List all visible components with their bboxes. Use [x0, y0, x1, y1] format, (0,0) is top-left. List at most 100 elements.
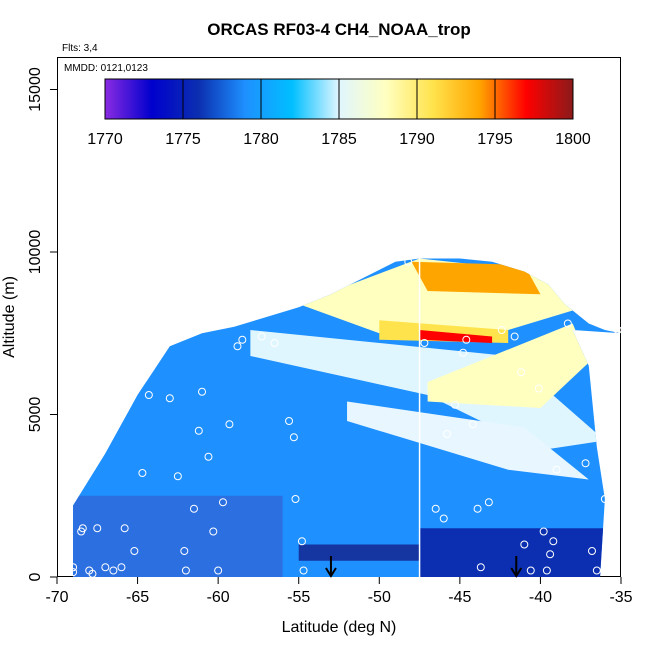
y-tick-label: 5000	[27, 397, 44, 433]
sample-point	[510, 332, 519, 341]
colorbar-tick-label: 1795	[477, 131, 513, 148]
x-tick-label: -50	[368, 589, 391, 606]
sample-point	[181, 566, 190, 575]
sample-point	[291, 495, 300, 503]
sample-point	[600, 495, 609, 503]
sample-point	[549, 537, 558, 546]
x-tick-label: -55	[287, 589, 310, 606]
sample-point	[552, 465, 561, 474]
sample-point	[117, 563, 126, 572]
x-axis: -70 -65 -60 -55 -50 -45 -40 -35	[45, 577, 633, 606]
sample-point	[265, 303, 274, 312]
sample-point	[218, 498, 227, 507]
sample-point	[257, 332, 266, 341]
sample-point	[285, 417, 294, 425]
sample-point	[542, 566, 551, 575]
sample-point	[468, 420, 477, 429]
sample-point	[462, 335, 471, 344]
sample-point	[120, 524, 129, 533]
sample-point	[520, 540, 529, 549]
colorbar-dividers	[182, 79, 496, 119]
heatmap-cell	[411, 261, 541, 295]
y-axis: 0 5000 10000 15000	[27, 67, 57, 581]
sample-point	[270, 339, 279, 347]
sample-point	[439, 514, 448, 523]
sample-point	[165, 394, 174, 403]
sample-point	[88, 569, 97, 578]
sample-point	[497, 326, 506, 334]
heatmap-cell	[419, 330, 493, 343]
sample-point	[189, 504, 198, 513]
y-tick-label: 0	[27, 572, 44, 581]
y-axis-label: Altitude (m)	[1, 276, 18, 358]
sample-point	[299, 566, 308, 575]
x-tick-label: -60	[207, 589, 230, 606]
down-arrow-head-icon	[325, 567, 337, 578]
x-tick-label: -45	[448, 589, 471, 606]
sample-point	[613, 326, 622, 334]
sample-point	[204, 452, 213, 461]
sample-point	[198, 387, 207, 396]
sample-point	[484, 498, 493, 507]
sample-point	[539, 527, 548, 536]
colorbar-tick-label: 1785	[321, 131, 357, 148]
sample-point	[214, 566, 223, 575]
sample-point	[78, 524, 87, 533]
heatmap-cell	[298, 544, 420, 561]
sample-point	[173, 472, 182, 481]
sample-point	[451, 400, 460, 409]
sample-point	[144, 391, 153, 399]
sample-point	[459, 348, 468, 357]
sample-point	[476, 563, 485, 572]
colorbar-frame	[104, 78, 574, 120]
sample-point	[297, 537, 306, 546]
x-tick-label: -40	[529, 589, 552, 606]
sample-point	[225, 420, 234, 429]
heatmap-cell	[427, 323, 589, 408]
colorbar-tick-label: 1775	[165, 131, 201, 148]
sample-point	[93, 524, 102, 533]
sample-point	[526, 566, 535, 575]
x-tick-label: -65	[126, 589, 149, 606]
colorbar-tick-label: 1790	[399, 131, 435, 148]
sample-points	[69, 257, 622, 578]
colorbar-tick-label: 1770	[87, 131, 123, 148]
sample-point	[138, 469, 147, 477]
sample-point	[130, 547, 139, 555]
sample-point	[592, 566, 601, 575]
colorbar-tick-label: 1800	[555, 131, 591, 148]
flights-label: Flts: 3,4	[62, 43, 98, 54]
down-arrow-head-icon	[510, 567, 523, 578]
sample-point	[69, 563, 78, 572]
x-tick-label: -35	[609, 589, 632, 606]
chart-title: ORCAS RF03-4 CH4_NOAA_trop	[207, 20, 471, 39]
sample-point	[587, 547, 596, 555]
heatmap-cell	[347, 401, 589, 480]
colorbar-tick-labels: 1770 1775 1780 1785 1790 1795 1800	[87, 131, 591, 148]
sample-point	[194, 426, 203, 435]
date-label: MMDD: 0121,0123	[64, 63, 148, 74]
sample-point	[442, 430, 451, 438]
sample-point	[517, 368, 526, 377]
colorbar-tick-label: 1780	[243, 131, 279, 148]
sample-point	[473, 504, 482, 513]
sample-point	[109, 566, 118, 575]
sample-point	[233, 342, 242, 351]
y-tick-label: 15000	[27, 67, 44, 112]
sample-point	[157, 342, 166, 351]
y-tick-label: 10000	[27, 230, 44, 275]
sample-point	[534, 384, 543, 393]
sample-point	[69, 568, 78, 577]
arrows-layer	[325, 556, 523, 578]
sample-point	[563, 319, 572, 328]
heatmap-layer	[73, 258, 621, 577]
sample-point	[404, 257, 413, 266]
sample-point	[581, 459, 590, 468]
sample-point	[289, 433, 298, 442]
sample-point	[546, 550, 555, 559]
sample-point	[238, 335, 247, 344]
x-tick-label: -70	[45, 589, 68, 606]
x-axis-label: Latitude (deg N)	[282, 619, 397, 636]
sample-point	[101, 563, 110, 572]
